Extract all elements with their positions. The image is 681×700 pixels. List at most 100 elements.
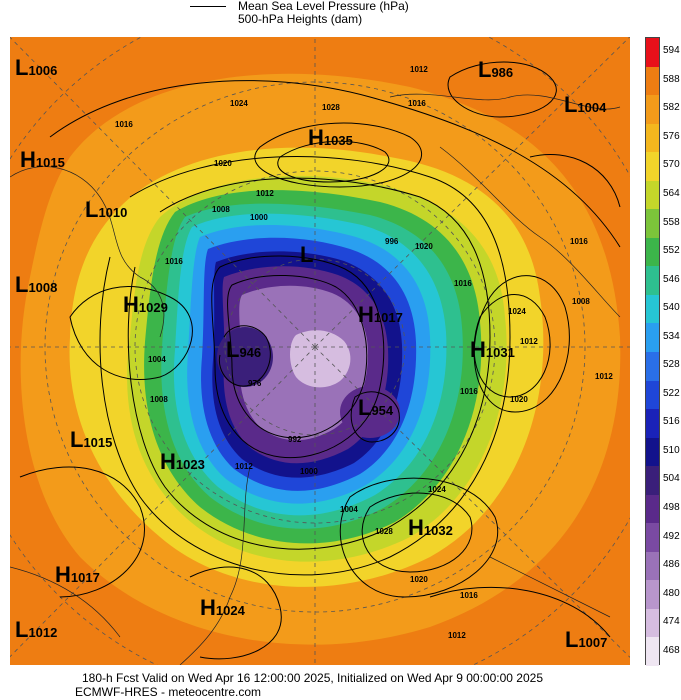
center-pressure-value: 1035 xyxy=(323,133,353,148)
colorbar-swatch xyxy=(646,637,659,667)
isobar-value-label: 1012 xyxy=(410,65,428,74)
colorbar-swatch xyxy=(646,409,659,439)
colorbar-level-label: 510 xyxy=(663,444,680,456)
colorbar-swatch xyxy=(646,352,659,382)
legend-line-sample xyxy=(190,6,226,7)
high-pressure-center: H1017 xyxy=(55,562,100,588)
colorbar-level-label: 522 xyxy=(663,387,680,399)
center-letter: H xyxy=(308,125,324,150)
low-pressure-center: L1007 xyxy=(565,627,607,653)
weather-map xyxy=(10,37,630,665)
center-pressure-value: 1004 xyxy=(577,100,607,115)
center-pressure-value: 954 xyxy=(371,403,394,418)
high-pressure-center: H1015 xyxy=(20,147,65,173)
center-letter: H xyxy=(55,562,71,587)
low-pressure-center: L1006 xyxy=(15,55,57,81)
colorbar-swatch xyxy=(646,323,659,353)
low-pressure-center: L986 xyxy=(478,57,513,83)
colorbar-level-label: 564 xyxy=(663,188,680,199)
colorbar-swatch xyxy=(646,95,659,125)
colorbar-swatch xyxy=(646,294,659,324)
colorbar-swatch xyxy=(646,152,659,182)
colorbar-level-label: 504 xyxy=(663,473,680,485)
isobar-value-label: 1000 xyxy=(300,467,318,476)
center-pressure-value: 1012 xyxy=(28,625,58,640)
center-letter: L xyxy=(70,427,84,452)
center-letter: H xyxy=(408,515,424,540)
forecast-valid-text: 180-h Fcst Valid on Wed Apr 16 12:00:00 … xyxy=(82,671,543,685)
isobar-value-label: 1008 xyxy=(150,395,168,404)
center-letter: L xyxy=(300,242,314,267)
colorbar-level-label: 576 xyxy=(663,130,680,142)
isobar-value-label: 1016 xyxy=(115,120,133,129)
legend: Mean Sea Level Pressure (hPa) 500-hPa He… xyxy=(190,0,490,30)
center-pressure-value: 1008 xyxy=(28,280,58,295)
high-pressure-center: H1017 xyxy=(358,302,403,328)
center-pressure-value: 1010 xyxy=(98,205,128,220)
legend-label-mslp: Mean Sea Level Pressure (hPa) xyxy=(238,0,409,13)
center-letter: H xyxy=(123,292,139,317)
isobar-value-label: 1016 xyxy=(454,279,472,288)
colorbar-swatch xyxy=(646,237,659,267)
colorbar-swatch xyxy=(646,608,659,638)
low-pressure-center: L1015 xyxy=(70,427,112,453)
colorbar-swatch xyxy=(646,180,659,210)
center-letter: L xyxy=(85,197,99,222)
colorbar-swatch xyxy=(646,123,659,153)
center-pressure-value: 1017 xyxy=(373,310,403,325)
colorbar-labels: 594 588 582 576 570 564 558 552 546 540 534 528 522 5… xyxy=(663,37,681,665)
height-field-468 xyxy=(290,330,351,388)
center-letter: H xyxy=(160,449,176,474)
isobar-value-label: 976 xyxy=(248,379,262,388)
low-pressure-center: L1012 xyxy=(15,617,57,643)
low-pressure-center: L946 xyxy=(226,337,261,363)
colorbar-level-label: 474 xyxy=(663,616,680,628)
center-letter: L xyxy=(478,57,492,82)
isobar-value-label: 1028 xyxy=(322,103,340,112)
isobars xyxy=(19,61,621,660)
isobar-value-label: 1020 xyxy=(410,575,428,584)
isobar-value-label: 1000 xyxy=(250,213,268,222)
colorbar-level-label: 540 xyxy=(663,302,680,314)
colorbar-level-label: 498 xyxy=(663,502,680,513)
colorbar-swatch xyxy=(646,551,659,581)
colorbar-level-label: 552 xyxy=(663,245,680,257)
isobar-value-label: 1004 xyxy=(148,355,166,364)
center-pressure-value: 986 xyxy=(491,65,514,80)
isobar-value-label: 1008 xyxy=(572,297,590,306)
isobar-value-label: 1012 xyxy=(595,372,613,381)
high-pressure-center: H1032 xyxy=(408,515,453,541)
colorbar-level-label: 486 xyxy=(663,559,680,571)
isobar-value-label: 1024 xyxy=(230,99,248,108)
height-field-low-lobe xyxy=(340,386,400,438)
colorbar-level-label: 594 xyxy=(663,45,680,57)
center-letter: H xyxy=(358,302,374,327)
colorbar-swatch xyxy=(646,380,659,410)
isobar-value-label: 1024 xyxy=(508,307,526,316)
center-letter: L xyxy=(358,395,372,420)
center-pressure-value: 1032 xyxy=(423,523,453,538)
center-pressure-value: 1006 xyxy=(28,63,58,78)
isobar-value-label: 996 xyxy=(385,237,399,246)
center-pressure-value: 1029 xyxy=(138,300,168,315)
isobar-value-label: 1016 xyxy=(460,387,478,396)
center-pressure-value: 1023 xyxy=(175,457,205,472)
high-pressure-center: H1029 xyxy=(123,292,168,318)
center-letter: L xyxy=(226,337,240,362)
colorbar-level-label: 558 xyxy=(663,216,680,228)
center-letter: H xyxy=(20,147,36,172)
center-letter: L xyxy=(15,55,29,80)
isobar-value-label: 1020 xyxy=(415,242,433,251)
colorbar-swatch xyxy=(646,437,659,467)
source-credit: ECMWF-HRES - meteocentre.com xyxy=(75,685,262,699)
high-pressure-center: H1024 xyxy=(200,595,245,621)
isobar-value-label: 1028 xyxy=(375,527,393,536)
center-letter: L xyxy=(564,92,578,117)
center-pressure-value: 1015 xyxy=(35,155,65,170)
isobar-value-label: 1020 xyxy=(214,159,232,168)
isobar-value-label: 1004 xyxy=(340,505,358,514)
colorbar-swatch xyxy=(646,580,659,610)
colorbar-level-label: 588 xyxy=(663,73,680,85)
colorbar-swatch xyxy=(646,523,659,553)
high-pressure-center: H1023 xyxy=(160,449,205,475)
